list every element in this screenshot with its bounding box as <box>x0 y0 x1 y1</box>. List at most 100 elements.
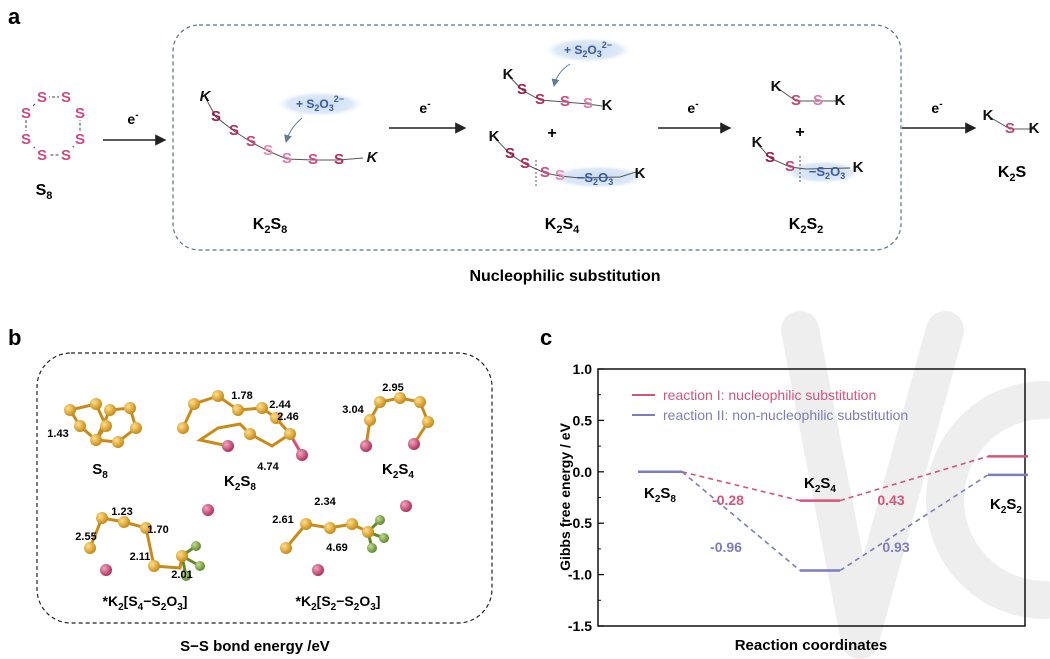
reaction-arrows <box>103 122 977 146</box>
label-b-k2s4: K2S4 <box>382 461 414 481</box>
svg-text:K: K <box>771 78 782 95</box>
svg-text:S: S <box>520 155 530 172</box>
svg-text:S: S <box>1005 120 1015 137</box>
svg-text:S: S <box>37 147 47 164</box>
svg-text:S: S <box>308 151 318 168</box>
svg-text:e-: e- <box>931 99 942 116</box>
svg-text:1.43: 1.43 <box>47 428 68 440</box>
svg-text:S: S <box>555 167 565 184</box>
panel-a-letter: a <box>8 4 21 29</box>
svg-text:−S2O3: −S2O3 <box>809 164 845 181</box>
svg-text:2.01: 2.01 <box>171 569 192 581</box>
nucleophilic-box <box>172 24 902 251</box>
svg-text:S: S <box>785 158 795 175</box>
svg-text:K: K <box>1029 120 1040 137</box>
y-tick-label: -1.5 <box>568 618 592 634</box>
svg-text:2.46: 2.46 <box>277 411 298 423</box>
y-tick-label: -1.0 <box>568 567 592 583</box>
label-b-k2s4-s2o3: *K2[S4−S2O3] <box>103 593 188 613</box>
label-b-s8: S8 <box>92 461 108 481</box>
svg-text:S: S <box>211 108 221 125</box>
y-axis: 1.0 0.5 0.0 -0.5 -1.0 -1.5 <box>568 361 604 634</box>
svg-text:S: S <box>583 95 593 112</box>
y-axis-label: Gibbs free energy / eV <box>557 422 573 570</box>
svg-text:+: + <box>795 124 804 141</box>
svg-text:S: S <box>517 81 527 98</box>
mol-k2s2-s2o3: 2.34 2.61 4.69 <box>272 496 412 576</box>
nucleophilic-caption: Nucleophilic substitution <box>469 268 660 285</box>
step-label: -0.28 <box>712 492 744 508</box>
svg-text:S: S <box>535 91 545 108</box>
k2s2-products: K S S K + K S S −S2O3 K <box>752 78 864 184</box>
step-label: 0.43 <box>877 492 904 508</box>
k2s-molecule: K S K <box>983 107 1040 137</box>
k2s8-chain: + S2O32− K S S S S S S S S K <box>200 88 379 168</box>
state-label: K2S8 <box>644 485 676 505</box>
svg-text:K: K <box>853 159 864 176</box>
svg-text:S: S <box>37 89 47 106</box>
svg-text:2.61: 2.61 <box>272 514 293 526</box>
svg-text:S: S <box>540 164 550 181</box>
step-label: -0.96 <box>710 539 742 555</box>
series-1: -0.28 0.43 <box>638 455 1028 508</box>
panel-c-letter: c <box>540 325 552 350</box>
svg-text:K: K <box>503 66 514 83</box>
svg-text:K: K <box>752 134 763 151</box>
series-2: -0.96 0.93 <box>638 470 1028 572</box>
svg-text:3.04: 3.04 <box>342 404 364 416</box>
y-tick-label: -0.5 <box>568 515 592 531</box>
svg-text:S: S <box>229 122 239 139</box>
legend-label: reaction I: nucleophilic substitution <box>663 387 876 403</box>
svg-text:S: S <box>246 133 256 150</box>
svg-text:S: S <box>505 145 515 162</box>
svg-text:2.44: 2.44 <box>269 399 291 411</box>
svg-text:S: S <box>263 142 273 159</box>
electron-labels: e- e- e- e- <box>127 99 942 127</box>
svg-text:S: S <box>334 151 344 168</box>
svg-text:K: K <box>602 97 613 114</box>
state-label: K2S2 <box>990 496 1022 516</box>
svg-text:1.23: 1.23 <box>111 506 132 518</box>
svg-text:S: S <box>75 105 85 122</box>
y-tick-label: 0.5 <box>573 412 593 428</box>
legend-label: reaction II: non-nucleophilic substituti… <box>663 407 908 423</box>
svg-text:2.34: 2.34 <box>314 496 336 508</box>
svg-text:1.70: 1.70 <box>147 524 168 536</box>
svg-text:S: S <box>282 150 292 167</box>
svg-text:S: S <box>61 89 71 106</box>
state-labels: K2S8 K2S4 K2S2 <box>644 475 1022 516</box>
transition-line <box>681 471 801 572</box>
bond-energy-caption: S−S bond energy /eV <box>180 638 330 655</box>
transition-line <box>839 455 989 502</box>
svg-text:S: S <box>813 92 823 109</box>
legend: reaction I: nucleophilic substitution rea… <box>632 387 908 423</box>
svg-text:S: S <box>791 92 801 109</box>
svg-text:2.95: 2.95 <box>382 382 403 394</box>
label-b-k2s2-s2o3: *K2[S2−S2O3] <box>296 593 381 613</box>
svg-text:K: K <box>489 128 500 145</box>
state-label: K2S4 <box>804 475 836 495</box>
label-b-k2s8: K2S8 <box>224 473 256 493</box>
x-axis-label: Reaction coordinates <box>735 637 888 654</box>
svg-text:−S2O3: −S2O3 <box>577 170 613 187</box>
svg-text:e-: e- <box>419 99 430 116</box>
svg-text:S: S <box>21 131 31 148</box>
svg-text:2.55: 2.55 <box>75 531 96 543</box>
svg-text:K: K <box>200 88 212 105</box>
svg-text:e-: e- <box>127 110 138 127</box>
series-layer: -0.28 0.43 -0.96 0.93 <box>638 455 1028 572</box>
transition-line <box>839 474 989 572</box>
svg-text:K: K <box>367 149 379 166</box>
svg-text:+: + <box>547 125 556 142</box>
bond-energy-box <box>36 352 493 624</box>
y-tick-label: 1.0 <box>573 361 593 377</box>
svg-text:S: S <box>560 93 570 110</box>
k2s4-products: + S2O32− K S S S S K + K S S S S −S2O3 K <box>489 37 650 189</box>
svg-text:1.78: 1.78 <box>231 390 252 402</box>
svg-text:4.74: 4.74 <box>257 461 279 473</box>
